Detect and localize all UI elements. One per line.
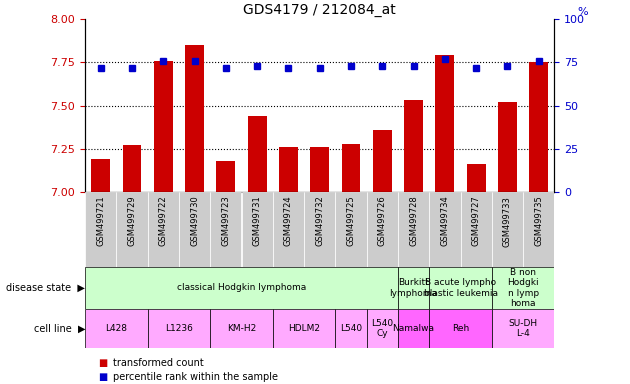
Bar xyxy=(398,192,429,267)
Text: Reh: Reh xyxy=(452,324,469,333)
Text: Burkitt
lymphoma: Burkitt lymphoma xyxy=(389,278,438,298)
Text: KM-H2: KM-H2 xyxy=(227,324,256,333)
Text: GSM499723: GSM499723 xyxy=(221,196,231,247)
Bar xyxy=(404,101,423,192)
Bar xyxy=(398,267,429,309)
Bar xyxy=(273,309,335,348)
Bar xyxy=(429,309,492,348)
Bar xyxy=(91,159,110,192)
Bar xyxy=(335,309,367,348)
Bar xyxy=(210,192,241,267)
Text: GSM499725: GSM499725 xyxy=(346,196,355,247)
Bar xyxy=(147,192,179,267)
Bar xyxy=(210,309,273,348)
Text: ■: ■ xyxy=(98,358,107,368)
Bar xyxy=(273,192,304,267)
Bar xyxy=(179,192,210,267)
Bar xyxy=(467,164,486,192)
Text: classical Hodgkin lymphoma: classical Hodgkin lymphoma xyxy=(177,283,306,293)
Bar xyxy=(311,147,329,192)
Text: B non
Hodgki
n lymp
homa: B non Hodgki n lymp homa xyxy=(507,268,539,308)
Text: GSM499724: GSM499724 xyxy=(284,196,293,247)
Bar xyxy=(367,192,398,267)
Bar xyxy=(529,63,548,192)
Text: L540
Cy: L540 Cy xyxy=(371,319,393,338)
Bar xyxy=(341,144,360,192)
Text: %: % xyxy=(578,7,588,18)
Text: B acute lympho
blastic leukemia: B acute lympho blastic leukemia xyxy=(423,278,498,298)
Bar xyxy=(429,192,461,267)
Bar xyxy=(154,61,173,192)
Text: L1236: L1236 xyxy=(165,324,193,333)
Bar xyxy=(367,309,398,348)
Bar xyxy=(117,192,147,267)
Text: SU-DH
L-4: SU-DH L-4 xyxy=(508,319,537,338)
Bar xyxy=(123,146,141,192)
Text: GSM499726: GSM499726 xyxy=(378,196,387,247)
Text: cell line  ▶: cell line ▶ xyxy=(33,323,85,333)
Bar xyxy=(85,309,147,348)
Bar xyxy=(429,267,492,309)
Text: GSM499728: GSM499728 xyxy=(409,196,418,247)
Bar xyxy=(498,102,517,192)
Text: GSM499731: GSM499731 xyxy=(253,196,261,247)
Bar xyxy=(435,56,454,192)
Text: transformed count: transformed count xyxy=(113,358,204,368)
Bar xyxy=(461,192,492,267)
Title: GDS4179 / 212084_at: GDS4179 / 212084_at xyxy=(243,3,396,17)
Text: L428: L428 xyxy=(105,324,127,333)
Text: GSM499730: GSM499730 xyxy=(190,196,199,247)
Text: ■: ■ xyxy=(98,372,107,382)
Bar xyxy=(217,161,235,192)
Bar xyxy=(185,45,204,192)
Text: GSM499727: GSM499727 xyxy=(472,196,481,247)
Bar xyxy=(492,192,523,267)
Text: GSM499721: GSM499721 xyxy=(96,196,105,247)
Text: disease state  ▶: disease state ▶ xyxy=(6,283,85,293)
Text: GSM499733: GSM499733 xyxy=(503,196,512,247)
Bar xyxy=(492,267,554,309)
Text: L540: L540 xyxy=(340,324,362,333)
Bar xyxy=(147,309,210,348)
Bar xyxy=(523,192,554,267)
Text: percentile rank within the sample: percentile rank within the sample xyxy=(113,372,278,382)
Bar xyxy=(304,192,335,267)
Bar xyxy=(373,130,392,192)
Bar xyxy=(241,192,273,267)
Text: GSM499729: GSM499729 xyxy=(127,196,137,247)
Bar xyxy=(279,147,298,192)
Text: GSM499722: GSM499722 xyxy=(159,196,168,247)
Bar xyxy=(492,309,554,348)
Text: Namalwa: Namalwa xyxy=(392,324,435,333)
Bar xyxy=(248,116,266,192)
Bar xyxy=(398,309,429,348)
Text: HDLM2: HDLM2 xyxy=(288,324,320,333)
Bar xyxy=(335,192,367,267)
Text: GSM499734: GSM499734 xyxy=(440,196,449,247)
Text: GSM499735: GSM499735 xyxy=(534,196,543,247)
Bar xyxy=(85,192,117,267)
Text: GSM499732: GSM499732 xyxy=(315,196,324,247)
Bar xyxy=(85,267,398,309)
